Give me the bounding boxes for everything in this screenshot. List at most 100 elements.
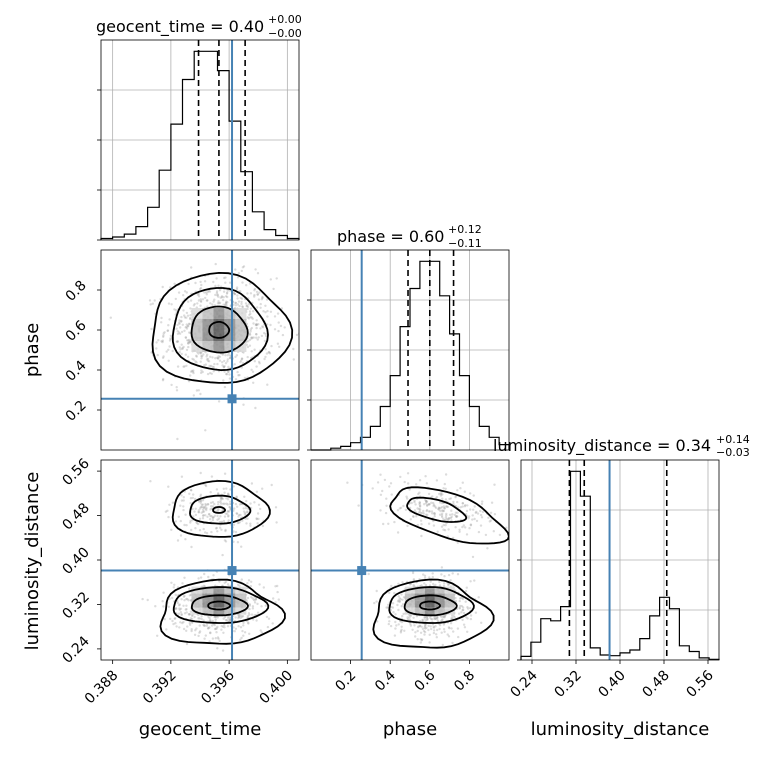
- sample-point: [206, 353, 209, 356]
- sample-point: [452, 500, 455, 504]
- sample-point: [450, 515, 453, 518]
- sample-point: [487, 516, 490, 519]
- sample-point: [239, 296, 242, 300]
- sample-point: [253, 293, 256, 297]
- sample-point: [215, 631, 218, 634]
- sample-point: [424, 498, 427, 502]
- sample-point: [382, 522, 385, 526]
- sample-point: [202, 619, 205, 622]
- sample-point: [212, 365, 215, 369]
- sample-point: [438, 624, 442, 627]
- sample-point: [432, 629, 436, 632]
- sample-point: [412, 515, 415, 518]
- sample-point: [185, 323, 188, 326]
- sample-point: [423, 582, 426, 585]
- sample-point: [221, 361, 224, 364]
- sample-point: [168, 345, 171, 348]
- sample-point: [189, 521, 192, 524]
- sample-point: [448, 627, 451, 630]
- sample-point: [200, 511, 203, 514]
- density-cell: [191, 593, 203, 601]
- sample-point: [425, 626, 428, 630]
- sample-point: [441, 643, 444, 647]
- sample-point: [183, 523, 186, 527]
- sample-point: [187, 300, 190, 303]
- sample-point: [429, 616, 432, 619]
- sample-point: [176, 437, 179, 441]
- sample-point: [433, 512, 436, 515]
- xtick-label-0.40: 0.40: [595, 668, 628, 701]
- sample-point: [240, 297, 244, 300]
- sample-point: [428, 641, 431, 644]
- sample-point: [250, 316, 253, 319]
- sample-point: [204, 291, 208, 294]
- sample-point: [206, 305, 209, 308]
- sample-point: [432, 631, 436, 635]
- sample-point: [196, 293, 199, 296]
- sample-point: [435, 495, 439, 499]
- sample-point: [408, 616, 411, 619]
- sample-point: [221, 553, 224, 557]
- sample-point: [461, 505, 464, 508]
- sample-point: [438, 507, 441, 510]
- density-cell: [213, 308, 225, 319]
- sample-point: [420, 534, 423, 538]
- sample-point: [162, 332, 165, 335]
- sample-point: [178, 332, 182, 335]
- sample-point: [458, 606, 461, 609]
- sample-point: [183, 316, 187, 319]
- sample-point: [200, 357, 203, 360]
- sample-point: [396, 600, 400, 603]
- sample-point: [194, 360, 197, 363]
- sample-point: [223, 276, 226, 280]
- sample-point: [178, 322, 181, 325]
- sample-point: [475, 510, 478, 514]
- sample-point: [223, 472, 227, 475]
- sample-point: [199, 501, 202, 505]
- sample-point: [173, 617, 176, 620]
- sample-point: [235, 512, 239, 515]
- sample-point: [387, 616, 390, 619]
- sample-point: [223, 385, 227, 389]
- sample-point: [183, 290, 187, 293]
- sample-point: [193, 633, 197, 636]
- sample-point: [383, 478, 387, 482]
- sample-point: [223, 626, 226, 629]
- sample-point: [179, 519, 182, 523]
- sample-point: [241, 615, 245, 618]
- sample-point: [206, 503, 209, 506]
- sample-point: [197, 617, 200, 620]
- sample-point: [397, 623, 400, 626]
- sample-point: [395, 624, 398, 627]
- sample-point: [176, 365, 180, 368]
- sample-point: [237, 616, 240, 620]
- sample-point: [254, 323, 258, 327]
- sample-point: [250, 337, 253, 340]
- sample-point: [431, 572, 434, 575]
- sample-point: [189, 339, 192, 343]
- sample-point: [236, 294, 239, 297]
- contour-high-core: [212, 506, 227, 514]
- sample-point: [234, 627, 238, 630]
- grid: [101, 40, 299, 240]
- sample-point: [216, 293, 219, 296]
- sample-point: [239, 616, 242, 620]
- sample-point: [195, 355, 198, 358]
- sample-point: [245, 499, 248, 503]
- sample-point: [490, 501, 494, 504]
- sample-point: [247, 340, 250, 343]
- histogram-geocent_time: [100, 50, 300, 240]
- sample-point: [213, 362, 216, 366]
- hist-panel-luminosity_distance: [517, 459, 720, 661]
- sample-point: [444, 473, 448, 476]
- sample-point: [237, 374, 240, 377]
- sample-point: [427, 624, 430, 628]
- sample-point: [264, 332, 267, 336]
- sample-point: [233, 630, 236, 633]
- sample-point: [198, 624, 201, 627]
- sample-point: [451, 641, 454, 645]
- sample-point: [218, 355, 222, 358]
- sample-point: [426, 503, 429, 507]
- sample-point: [459, 487, 462, 490]
- sample-point: [256, 306, 259, 309]
